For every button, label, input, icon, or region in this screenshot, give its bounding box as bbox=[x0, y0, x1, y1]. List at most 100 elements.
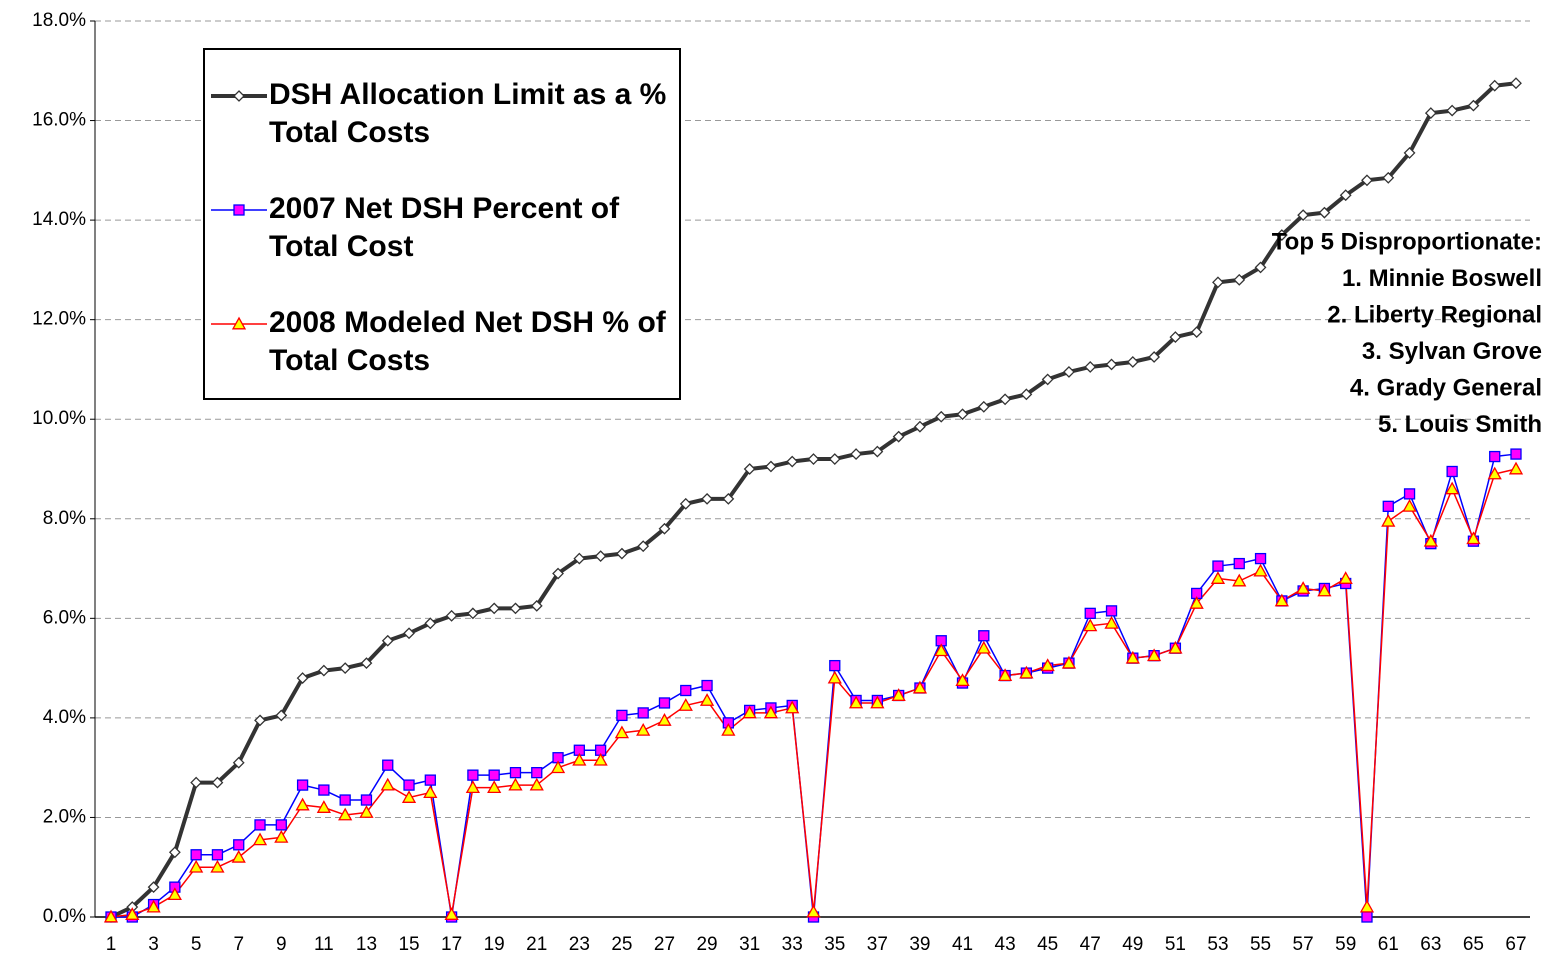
marker bbox=[403, 779, 415, 791]
marker bbox=[295, 797, 310, 811]
marker bbox=[233, 90, 245, 102]
annotation: 4. Grady General bbox=[1350, 374, 1542, 401]
marker bbox=[103, 909, 119, 923]
x-tick-label: 51 bbox=[1165, 934, 1186, 955]
x-tick-label: 13 bbox=[356, 934, 377, 955]
x-tick-label: 5 bbox=[191, 934, 202, 955]
marker bbox=[1424, 107, 1437, 120]
x-tick-label: 25 bbox=[611, 934, 632, 955]
x-tick-label: 61 bbox=[1378, 934, 1399, 955]
marker bbox=[296, 672, 309, 684]
marker bbox=[827, 670, 842, 684]
marker bbox=[637, 707, 649, 719]
marker bbox=[1105, 605, 1118, 617]
marker bbox=[807, 453, 820, 465]
marker bbox=[679, 497, 692, 510]
annotation: 2. Liberty Regional bbox=[1327, 301, 1542, 328]
marker bbox=[1020, 388, 1033, 401]
marker bbox=[658, 697, 671, 709]
marker bbox=[1084, 607, 1096, 620]
x-tick-label: 41 bbox=[952, 934, 973, 955]
x-tick-label: 9 bbox=[276, 934, 287, 955]
marker bbox=[423, 785, 438, 799]
marker bbox=[1403, 488, 1416, 500]
annotation: 3. Sylvan Grove bbox=[1362, 338, 1542, 365]
marker bbox=[615, 547, 628, 560]
marker bbox=[1212, 560, 1224, 572]
marker bbox=[614, 725, 630, 739]
marker bbox=[1510, 448, 1522, 460]
marker bbox=[1446, 465, 1458, 478]
marker bbox=[848, 695, 864, 709]
marker bbox=[1508, 461, 1524, 475]
x-tick-label: 27 bbox=[654, 934, 675, 955]
marker bbox=[382, 759, 394, 771]
marker bbox=[529, 777, 544, 791]
marker bbox=[1253, 563, 1268, 577]
marker bbox=[594, 550, 607, 563]
x-tick-label: 17 bbox=[441, 934, 462, 955]
marker bbox=[1381, 513, 1396, 527]
marker bbox=[339, 662, 352, 675]
marker bbox=[1190, 326, 1203, 339]
marker bbox=[424, 617, 437, 630]
marker bbox=[742, 705, 757, 719]
marker bbox=[997, 668, 1013, 682]
marker bbox=[573, 552, 586, 565]
legend: DSH Allocation Limit as a % Total Costs 2… bbox=[203, 48, 681, 400]
marker bbox=[1169, 331, 1182, 344]
x-tick-label: 15 bbox=[398, 934, 419, 955]
x-tick-label: 67 bbox=[1505, 934, 1526, 955]
marker bbox=[509, 766, 522, 779]
marker bbox=[1467, 99, 1480, 112]
marker bbox=[1402, 498, 1417, 512]
marker bbox=[658, 522, 671, 535]
x-tick-label: 37 bbox=[867, 934, 888, 955]
legend-symbol bbox=[211, 90, 267, 102]
marker bbox=[1445, 481, 1460, 495]
x-tick-label: 53 bbox=[1207, 934, 1228, 955]
marker bbox=[1510, 77, 1522, 90]
marker bbox=[233, 839, 245, 851]
marker bbox=[1061, 655, 1077, 669]
legend-symbol bbox=[211, 316, 267, 330]
marker bbox=[1297, 209, 1310, 222]
marker bbox=[381, 634, 394, 647]
y-tick-label: 8.0% bbox=[43, 508, 86, 529]
marker bbox=[465, 780, 480, 794]
marker bbox=[956, 408, 969, 421]
marker bbox=[1339, 189, 1352, 202]
marker bbox=[1147, 648, 1162, 662]
marker bbox=[424, 774, 436, 786]
x-tick-label: 33 bbox=[782, 934, 803, 955]
y-tick-label: 4.0% bbox=[43, 707, 86, 728]
marker bbox=[210, 859, 225, 873]
marker bbox=[891, 688, 906, 701]
marker bbox=[955, 673, 970, 687]
y-tick-label: 2.0% bbox=[43, 806, 86, 827]
annotation: Top 5 Disproportionate: bbox=[1272, 228, 1542, 255]
marker bbox=[233, 204, 245, 216]
marker bbox=[444, 907, 459, 920]
marker bbox=[871, 445, 884, 458]
x-tick-label: 23 bbox=[569, 934, 590, 955]
x-tick-label: 43 bbox=[995, 934, 1016, 955]
marker bbox=[1148, 351, 1161, 363]
marker bbox=[1317, 583, 1332, 597]
marker bbox=[167, 887, 182, 901]
series-line bbox=[111, 453, 1517, 918]
marker bbox=[1318, 206, 1331, 219]
marker bbox=[1210, 571, 1226, 584]
legend-label: DSH Allocation Limit as a % Total Costs bbox=[269, 78, 667, 149]
marker bbox=[765, 460, 777, 473]
marker bbox=[1041, 373, 1054, 386]
legend-item: 2008 Modeled Net DSH % of Total Costs bbox=[205, 304, 683, 394]
marker bbox=[254, 714, 266, 727]
marker bbox=[1233, 273, 1246, 286]
marker bbox=[317, 664, 330, 677]
marker bbox=[870, 695, 885, 709]
marker bbox=[786, 455, 799, 468]
marker bbox=[572, 752, 587, 766]
marker bbox=[1063, 366, 1075, 378]
